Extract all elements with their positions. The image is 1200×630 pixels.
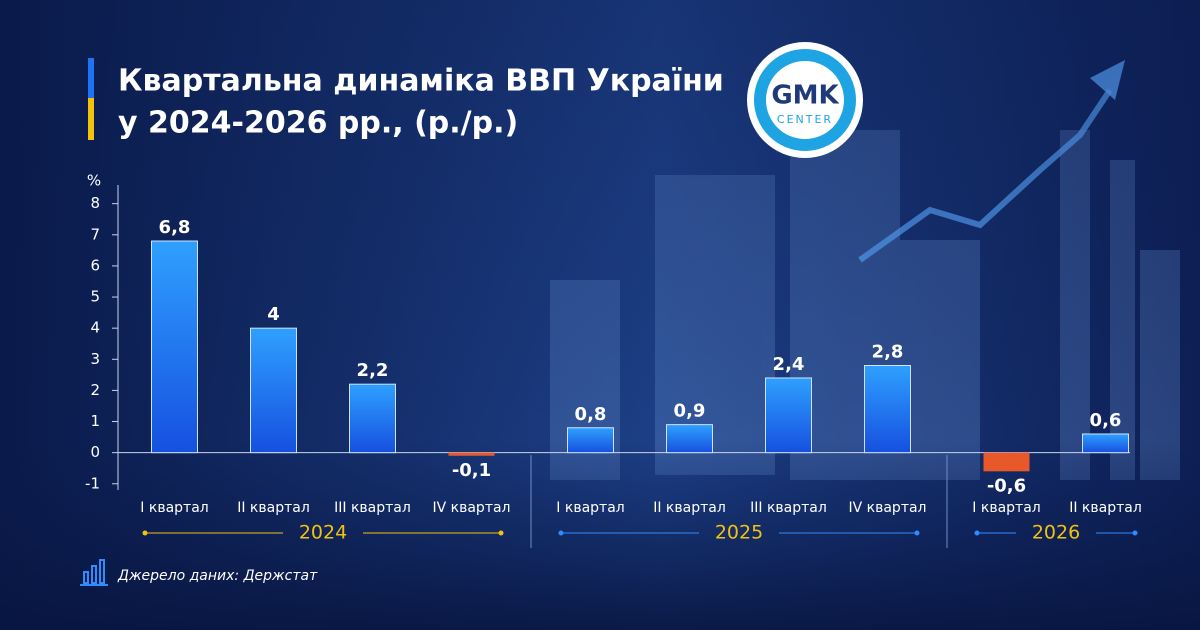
value-label: 2,2 bbox=[357, 360, 389, 381]
x-tick-label: I квартал bbox=[972, 500, 1040, 516]
value-label: 2,8 bbox=[872, 342, 904, 363]
x-tick-label: III квартал bbox=[750, 500, 827, 516]
group-dot bbox=[142, 530, 148, 536]
y-tick-label: 0 bbox=[90, 443, 100, 461]
y-tick-label: 8 bbox=[90, 194, 100, 212]
bar bbox=[864, 365, 911, 454]
bar bbox=[1082, 433, 1129, 454]
value-label: -0,1 bbox=[452, 460, 491, 481]
bar bbox=[349, 383, 396, 454]
bar bbox=[666, 424, 713, 454]
value-label: 0,6 bbox=[1090, 410, 1122, 431]
group-dot bbox=[974, 530, 980, 536]
group-label: 2026 bbox=[1032, 522, 1080, 544]
x-tick-label: IV квартал bbox=[848, 500, 926, 516]
bar bbox=[151, 240, 198, 454]
logo-text: GMK bbox=[771, 81, 839, 111]
y-tick-label: 4 bbox=[90, 319, 100, 337]
logo-subtext: CENTER bbox=[777, 113, 833, 126]
group-dot bbox=[558, 530, 564, 536]
group-dot bbox=[498, 530, 504, 536]
y-tick-label: 6 bbox=[90, 256, 100, 274]
value-label: 4 bbox=[267, 304, 280, 325]
source-icon bbox=[80, 559, 108, 586]
y-tick-label: 1 bbox=[90, 412, 100, 430]
source: Джерело даних: Держстат bbox=[117, 568, 318, 584]
bar bbox=[250, 327, 297, 454]
x-tick-label: I квартал bbox=[556, 500, 624, 516]
y-tick-label: 5 bbox=[90, 288, 100, 306]
y-axis-label: % bbox=[87, 172, 101, 190]
bar bbox=[567, 427, 614, 454]
title: Квартальна динаміка ВВП України bbox=[118, 64, 724, 99]
value-label: 0,9 bbox=[674, 401, 706, 422]
title-bar-yellow bbox=[88, 98, 94, 140]
x-tick-label: II квартал bbox=[237, 500, 310, 516]
value-label: 2,4 bbox=[773, 354, 805, 375]
x-tick-label: I квартал bbox=[140, 500, 208, 516]
value-label: -0,6 bbox=[987, 475, 1026, 496]
x-tick-label: II квартал bbox=[653, 500, 726, 516]
value-label: 6,8 bbox=[159, 217, 191, 238]
bar bbox=[448, 452, 495, 456]
y-tick-label: 7 bbox=[90, 225, 100, 243]
group-dot bbox=[1132, 530, 1138, 536]
x-tick-label: II квартал bbox=[1069, 500, 1142, 516]
group-label: 2025 bbox=[715, 522, 763, 544]
y-tick-label: 3 bbox=[90, 350, 100, 368]
title-bar-blue bbox=[88, 58, 94, 98]
bar bbox=[765, 377, 812, 454]
y-tick-label: -1 bbox=[85, 474, 100, 492]
bar bbox=[983, 452, 1030, 472]
group-dot bbox=[914, 530, 920, 536]
x-tick-label: III квартал bbox=[334, 500, 411, 516]
group-label: 2024 bbox=[299, 522, 347, 544]
title: у 2024-2026 рр., (р./р.) bbox=[118, 106, 518, 141]
x-tick-label: IV квартал bbox=[432, 500, 510, 516]
y-tick-label: 2 bbox=[90, 381, 100, 399]
logo-ring bbox=[754, 49, 856, 151]
value-label: 0,8 bbox=[575, 404, 607, 425]
